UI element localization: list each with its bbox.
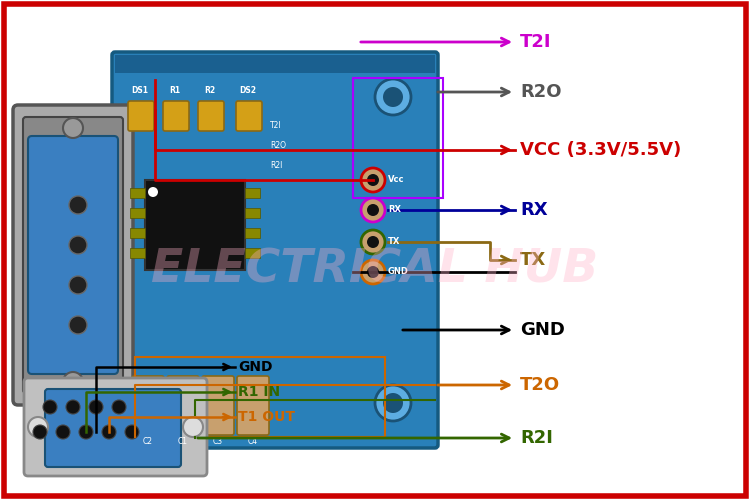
FancyBboxPatch shape bbox=[112, 52, 438, 448]
Circle shape bbox=[361, 168, 385, 192]
Text: TX: TX bbox=[388, 238, 400, 246]
FancyBboxPatch shape bbox=[163, 101, 189, 131]
FancyBboxPatch shape bbox=[13, 105, 133, 405]
Text: Vcc: Vcc bbox=[388, 176, 404, 184]
Text: R2O: R2O bbox=[270, 140, 286, 149]
Bar bbox=[130, 208, 145, 218]
Circle shape bbox=[361, 230, 385, 254]
Text: R2O: R2O bbox=[520, 83, 562, 101]
Circle shape bbox=[89, 400, 103, 414]
Circle shape bbox=[33, 425, 47, 439]
FancyBboxPatch shape bbox=[24, 378, 207, 476]
Circle shape bbox=[69, 276, 87, 294]
Text: ELECTRICAL HUB: ELECTRICAL HUB bbox=[152, 248, 598, 292]
Text: VCC (3.3V/5.5V): VCC (3.3V/5.5V) bbox=[520, 141, 681, 159]
Bar bbox=[245, 248, 260, 258]
Text: GND: GND bbox=[388, 268, 409, 276]
Text: RX: RX bbox=[388, 206, 401, 214]
Text: C1: C1 bbox=[178, 437, 188, 446]
Bar bbox=[245, 208, 260, 218]
FancyBboxPatch shape bbox=[28, 136, 118, 374]
Text: R1 IN: R1 IN bbox=[238, 385, 280, 399]
Text: DS1: DS1 bbox=[131, 86, 148, 95]
Bar bbox=[135, 357, 385, 437]
Text: T2O: T2O bbox=[520, 376, 560, 394]
Circle shape bbox=[43, 400, 57, 414]
Text: DS2: DS2 bbox=[239, 86, 256, 95]
Text: C4: C4 bbox=[248, 437, 258, 446]
Circle shape bbox=[367, 174, 379, 186]
FancyBboxPatch shape bbox=[45, 389, 181, 467]
FancyBboxPatch shape bbox=[202, 376, 234, 435]
Circle shape bbox=[367, 204, 379, 216]
Circle shape bbox=[183, 417, 203, 437]
Text: R2I: R2I bbox=[270, 160, 282, 170]
Text: C3: C3 bbox=[213, 437, 223, 446]
Circle shape bbox=[69, 316, 87, 334]
Circle shape bbox=[148, 187, 158, 197]
FancyBboxPatch shape bbox=[23, 117, 123, 393]
Circle shape bbox=[375, 79, 411, 115]
Bar bbox=[130, 188, 145, 198]
Bar bbox=[245, 188, 260, 198]
Circle shape bbox=[79, 425, 93, 439]
Circle shape bbox=[112, 400, 126, 414]
Text: GND: GND bbox=[520, 321, 565, 339]
Bar bbox=[145, 180, 245, 270]
Text: TX: TX bbox=[520, 251, 546, 269]
Bar bbox=[245, 228, 260, 238]
Circle shape bbox=[361, 260, 385, 284]
Text: GND: GND bbox=[238, 360, 272, 374]
Circle shape bbox=[383, 393, 403, 413]
Circle shape bbox=[125, 425, 139, 439]
Text: R1: R1 bbox=[170, 86, 181, 95]
Text: RX: RX bbox=[520, 201, 548, 219]
FancyBboxPatch shape bbox=[198, 101, 224, 131]
FancyBboxPatch shape bbox=[128, 101, 154, 131]
Text: R2I: R2I bbox=[520, 429, 553, 447]
FancyBboxPatch shape bbox=[167, 376, 199, 435]
Circle shape bbox=[66, 400, 80, 414]
Circle shape bbox=[69, 236, 87, 254]
Circle shape bbox=[63, 118, 83, 138]
Circle shape bbox=[367, 236, 379, 248]
Circle shape bbox=[367, 266, 379, 278]
Text: T1 OUT: T1 OUT bbox=[238, 410, 295, 424]
Text: R2: R2 bbox=[205, 86, 215, 95]
Bar bbox=[130, 248, 145, 258]
Circle shape bbox=[375, 385, 411, 421]
Text: T2I: T2I bbox=[270, 120, 282, 130]
Circle shape bbox=[383, 87, 403, 107]
Circle shape bbox=[102, 425, 116, 439]
Circle shape bbox=[56, 425, 70, 439]
Text: T2I: T2I bbox=[520, 33, 551, 51]
Text: C2: C2 bbox=[143, 437, 153, 446]
Circle shape bbox=[63, 372, 83, 392]
Circle shape bbox=[69, 196, 87, 214]
Circle shape bbox=[28, 417, 48, 437]
Bar bbox=[130, 228, 145, 238]
Bar bbox=[353, 78, 443, 198]
FancyBboxPatch shape bbox=[236, 101, 262, 131]
Circle shape bbox=[361, 198, 385, 222]
Bar bbox=[115, 55, 435, 73]
FancyBboxPatch shape bbox=[237, 376, 269, 435]
FancyBboxPatch shape bbox=[132, 376, 164, 435]
